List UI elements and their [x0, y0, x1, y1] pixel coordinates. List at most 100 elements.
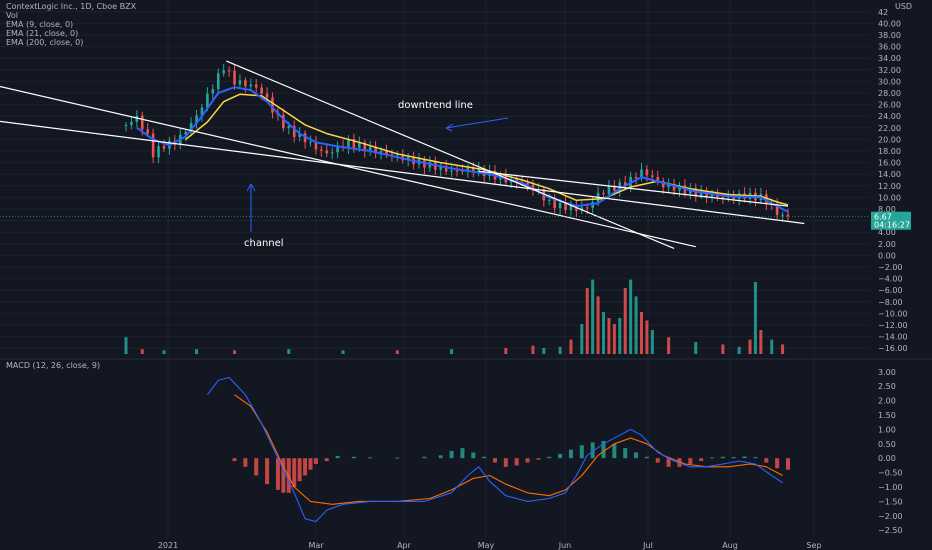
macd-histogram-bar [666, 458, 671, 467]
candle-body [607, 185, 611, 194]
candle-body [661, 180, 665, 188]
candle-body [618, 182, 622, 191]
volume-bar [759, 330, 763, 354]
macd-histogram-bar [232, 458, 237, 462]
macd-histogram-bar [753, 457, 758, 459]
macd-histogram-bar [297, 458, 302, 482]
macd-histogram-bar [764, 458, 769, 463]
x-tick-label: Jul [642, 541, 653, 550]
macd-histogram-bar [492, 458, 497, 463]
price-tick-label: −16.00 [878, 344, 908, 353]
candle-body [406, 157, 410, 161]
macd-histogram-bar [634, 452, 639, 459]
candle-body [130, 122, 133, 125]
candle-body [721, 197, 725, 199]
candle-body [553, 199, 556, 209]
price-tick-label: −12.00 [878, 321, 908, 330]
volume-bar [607, 318, 611, 354]
volume-bar [650, 330, 654, 354]
downtrend-arrowhead [445, 123, 454, 132]
candle-body [629, 176, 632, 187]
candle-body [222, 70, 225, 74]
price-tick-label: −4.00 [878, 275, 903, 284]
macd-histogram-bar [536, 458, 541, 460]
macd-histogram-bar [422, 456, 427, 459]
price-tick-label: 36.00 [878, 43, 901, 52]
candle-body [613, 185, 616, 191]
volume-bar [287, 349, 291, 354]
channel-label: channel [244, 238, 284, 249]
volume-bar [580, 324, 584, 354]
macd-histogram-bar [265, 458, 270, 485]
price-tick-label: 18.00 [878, 147, 901, 156]
candle-body [396, 155, 399, 157]
x-tick-label: Jun [558, 541, 572, 550]
candle-body [325, 150, 329, 154]
candle-body [162, 146, 166, 149]
candle-body [216, 73, 220, 90]
price-tick-label: 12.00 [878, 182, 901, 191]
price-tick-label: 38.00 [878, 31, 901, 40]
macd-signal-line [234, 394, 783, 505]
legend-ema9: EMA (9, close, 0) [6, 20, 74, 29]
chart-title: ContextLogic Inc., 1D, Cboe BZX [6, 2, 137, 11]
price-tick-label: −6.00 [878, 286, 903, 295]
resistance-line [478, 170, 789, 207]
macd-legend: MACD (12, 26, close, 9) [6, 361, 101, 370]
candle-body [151, 133, 155, 158]
x-tick-label: Apr [397, 541, 412, 550]
legend-volume: Vol [6, 11, 18, 20]
volume-bar [737, 346, 741, 354]
candle-body [547, 199, 551, 201]
volume-bar [667, 337, 671, 354]
macd-histogram-bar [558, 453, 563, 459]
macd-histogram-bar [612, 443, 617, 459]
x-tick-label: May [478, 541, 495, 550]
macd-histogram-bar [699, 458, 704, 462]
macd-line [206, 376, 783, 523]
macd-tick-label: 1.50 [878, 411, 896, 420]
candle-body [363, 142, 367, 152]
candle-body [623, 182, 627, 187]
volume-bar [585, 288, 589, 354]
candle-body [585, 207, 589, 209]
candle-body [140, 115, 144, 130]
price-tag-value: 6.67 [874, 213, 892, 222]
macd-histogram-bar [471, 452, 476, 459]
candle-body [764, 194, 768, 205]
candle-body [471, 168, 475, 173]
volume-bar [623, 288, 627, 354]
candle-body [271, 97, 274, 113]
macd-tick-label: 2.50 [878, 382, 896, 391]
x-tick-label: Mar [308, 541, 324, 550]
price-tick-label: −2.00 [878, 263, 903, 272]
price-tick-label: 24.00 [878, 112, 901, 121]
candle-body [352, 139, 356, 148]
chart-legend: ContextLogic Inc., 1D, Cboe BZX Vol EMA … [6, 2, 136, 47]
price-tick-label: 16.00 [878, 159, 901, 168]
candle-body [645, 169, 649, 176]
candle-body [157, 146, 160, 158]
volume-bar [781, 344, 785, 354]
candle-body [564, 202, 567, 211]
macd-tick-label: 2.00 [878, 397, 896, 406]
macd-histogram-bar [731, 457, 736, 459]
price-tick-label: −14.00 [878, 333, 908, 342]
volume-bar [694, 342, 698, 354]
candle-body [233, 70, 236, 85]
candle-body [292, 125, 296, 138]
price-tick-label: 4.00 [878, 228, 896, 237]
volume-bar [753, 282, 757, 354]
volume-bar [140, 349, 144, 354]
macd-histogram-bar [254, 458, 259, 476]
price-tick-label: 40.00 [878, 19, 901, 28]
candle-body [298, 133, 301, 138]
macd-histogram-bar [503, 458, 508, 467]
candle-body [249, 84, 253, 87]
macd-histogram-bar [303, 458, 308, 476]
macd-histogram-bar [460, 448, 465, 459]
channel-arrowhead [246, 183, 256, 192]
candle-body [336, 145, 339, 153]
candle-body [368, 146, 372, 152]
